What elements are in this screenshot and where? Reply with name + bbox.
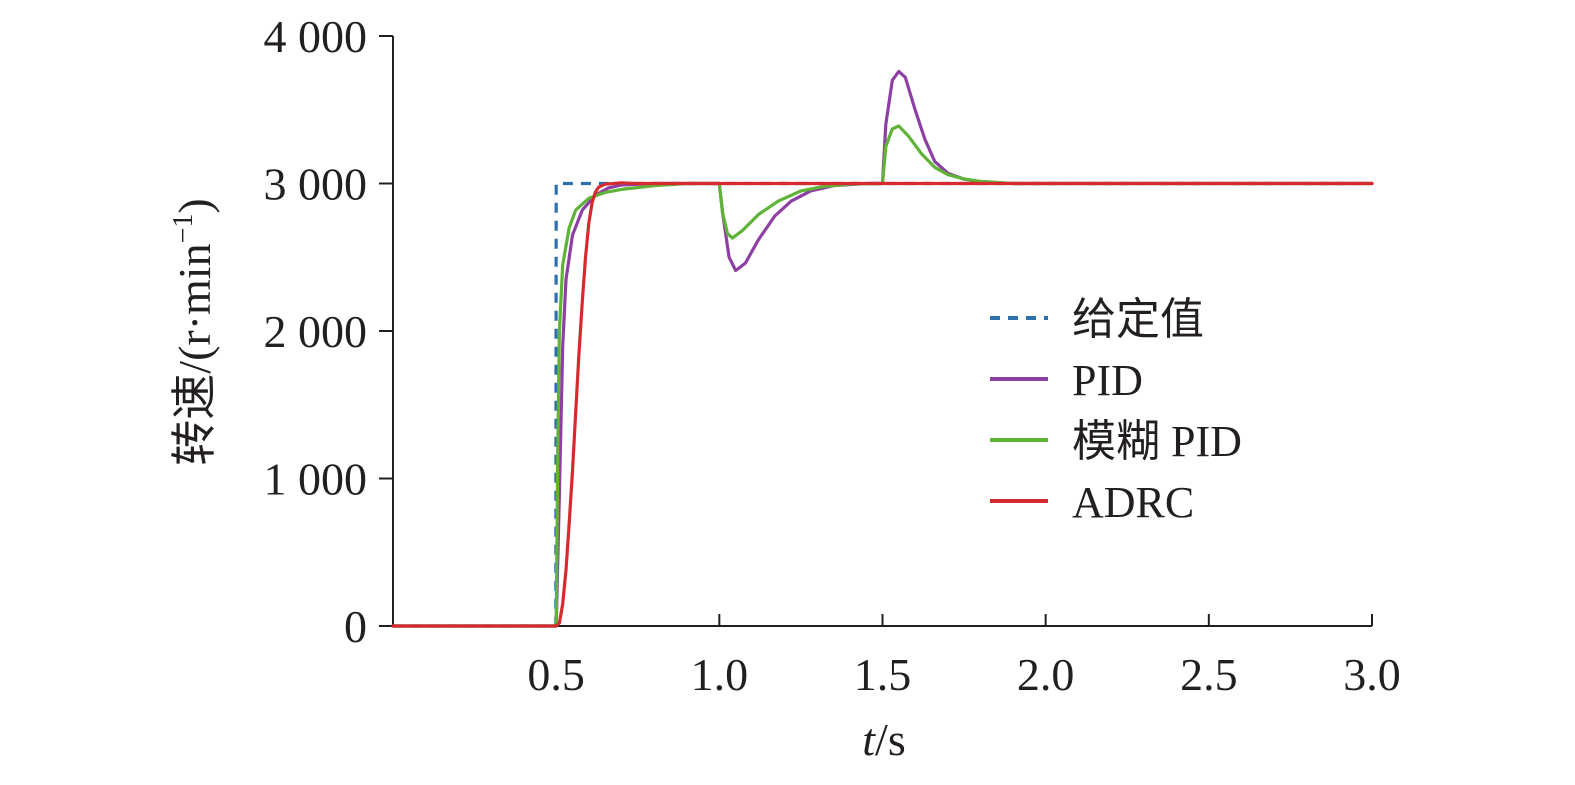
legend-label-3: ADRC (1072, 478, 1194, 527)
y-tick-label: 3 000 (264, 159, 368, 210)
x-axis-label: t/s (862, 714, 905, 765)
series-layer (391, 69, 1374, 628)
y-tick-label: 2 000 (264, 306, 368, 357)
x-tick-label: 2.0 (1017, 649, 1075, 700)
y-tick-label: 0 (344, 601, 367, 652)
x-tick-label: 1.0 (691, 649, 749, 700)
series-line-1 (391, 69, 1374, 628)
series-line-0 (393, 181, 1372, 628)
x-tick-label: 3.0 (1343, 649, 1401, 700)
axes: 0 1 000 2 000 3 000 4 000 0.5 1.0 1.5 2.0 2.5 3.0 (264, 11, 1401, 700)
series-line-3 (391, 181, 1374, 628)
y-tick-label: 1 000 (264, 454, 368, 505)
x-tick-label: 1.5 (854, 649, 912, 700)
x-tick-label: 2.5 (1180, 649, 1238, 700)
series-line-2 (391, 124, 1374, 628)
legend: 给定值 PID 模糊 PID ADRC (990, 295, 1242, 527)
axis-labels: t/s 转速/(r·min−1) (168, 198, 906, 765)
legend-label-2: 模糊 PID (1072, 417, 1242, 466)
legend-label-0: 给定值 (1072, 295, 1204, 344)
x-tick-label: 0.5 (527, 649, 585, 700)
legend-label-1: PID (1072, 356, 1143, 405)
y-axis-label: 转速/(r·min−1) (168, 198, 220, 465)
y-tick-label: 4 000 (264, 11, 368, 62)
